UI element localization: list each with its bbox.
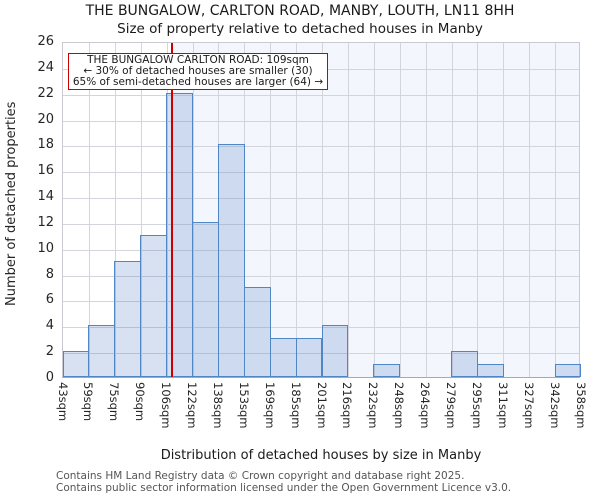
annotation-box: THE BUNGALOW CARLTON ROAD: 109sqm ← 30% …: [68, 53, 328, 91]
x-tick-label: 106sqm: [159, 382, 174, 429]
x-tick-label: 216sqm: [340, 382, 355, 429]
vertical-gridline: [425, 43, 427, 377]
plot-area: THE BUNGALOW CARLTON ROAD: 109sqm ← 30% …: [62, 42, 582, 378]
vertical-gridline: [296, 43, 298, 377]
vertical-gridline: [114, 43, 116, 377]
y-tick-label: 12: [37, 214, 54, 230]
x-tick-label: 264sqm: [418, 382, 433, 429]
y-tick-label: 4: [45, 318, 54, 334]
vertical-gridline: [218, 43, 220, 377]
annotation-line-2: ← 30% of detached houses are smaller (30…: [83, 64, 313, 77]
vertical-gridline: [477, 43, 479, 377]
y-tick-label: 6: [45, 292, 54, 308]
y-tick-label: 14: [37, 189, 54, 205]
x-tick-label: 295sqm: [469, 382, 484, 429]
x-tick-label: 201sqm: [314, 382, 329, 429]
x-tick-label: 43sqm: [55, 382, 70, 422]
histogram-bar: [554, 364, 582, 377]
x-tick-label: 232sqm: [366, 382, 381, 429]
histogram-bar: [114, 260, 142, 377]
y-tick-label: 24: [37, 59, 54, 75]
histogram-bar: [243, 286, 271, 377]
x-tick-label: 279sqm: [444, 382, 458, 429]
horizontal-gridline: [63, 249, 579, 251]
x-tick-label: 185sqm: [288, 382, 303, 429]
x-tick-label: 327sqm: [521, 382, 536, 429]
histogram-bar: [451, 351, 478, 377]
vertical-gridline: [555, 43, 557, 377]
horizontal-gridline: [63, 94, 579, 96]
attribution-footer: Contains HM Land Registry data © Crown c…: [56, 470, 512, 494]
histogram-bar: [373, 364, 401, 377]
y-tick-label: 0: [45, 370, 54, 385]
horizontal-gridline: [63, 146, 579, 148]
footer-line-1: Contains HM Land Registry data © Crown c…: [56, 470, 465, 482]
x-tick-label: 122sqm: [185, 382, 199, 429]
horizontal-gridline: [63, 120, 579, 122]
histogram-bar: [269, 338, 297, 377]
horizontal-gridline: [63, 223, 579, 225]
y-tick-label: 22: [37, 85, 54, 101]
histogram-bar: [217, 144, 245, 377]
histogram-bar: [88, 325, 116, 377]
x-tick-label: 342sqm: [547, 382, 562, 429]
vertical-gridline: [140, 43, 142, 377]
chart-title: THE BUNGALOW, CARLTON ROAD, MANBY, LOUTH…: [85, 3, 515, 19]
horizontal-gridline: [63, 172, 579, 174]
larger-than-subject-shaded-region: [171, 43, 579, 377]
horizontal-gridline: [63, 275, 579, 277]
x-tick-label: 138sqm: [210, 382, 225, 429]
horizontal-gridline: [63, 327, 579, 329]
histogram-bar: [295, 338, 323, 377]
vertical-gridline: [166, 43, 168, 377]
y-tick-label: 8: [45, 266, 54, 282]
histogram-bar: [476, 364, 504, 377]
vertical-gridline: [88, 43, 90, 377]
vertical-gridline: [529, 43, 531, 377]
y-tick-label: 2: [45, 344, 54, 360]
vertical-gridline: [270, 43, 272, 377]
x-tick-label: 59sqm: [81, 382, 96, 422]
x-tick-label: 311sqm: [495, 382, 510, 429]
y-tick-label: 16: [37, 163, 54, 179]
x-tick-label: 169sqm: [262, 382, 277, 429]
histogram-bar: [321, 325, 349, 377]
x-axis-title: Distribution of detached houses by size …: [160, 448, 482, 463]
horizontal-gridline: [63, 353, 579, 355]
chart-subtitle: Size of property relative to detached ho…: [117, 21, 483, 37]
horizontal-gridline: [63, 301, 579, 303]
vertical-gridline: [347, 43, 349, 377]
annotation-line-1: THE BUNGALOW CARLTON ROAD: 109sqm: [87, 54, 309, 66]
vertical-gridline: [503, 43, 505, 377]
vertical-gridline: [373, 43, 375, 377]
horizontal-gridline: [63, 198, 579, 200]
x-tick-label: 248sqm: [392, 382, 407, 429]
histogram-bar: [192, 221, 219, 377]
footer-line-2: Contains public sector information licen…: [56, 481, 512, 494]
histogram-bar: [62, 351, 90, 377]
annotation-line-3: 65% of semi-detached houses are larger (…: [72, 75, 324, 88]
vertical-gridline: [192, 43, 194, 377]
vertical-gridline: [451, 43, 453, 377]
y-tick-label: 18: [37, 137, 54, 153]
vertical-gridline: [399, 43, 401, 377]
x-tick-label: 358sqm: [573, 382, 588, 429]
y-tick-label: 26: [37, 34, 54, 49]
y-tick-label: 20: [37, 111, 54, 127]
y-tick-label: 10: [37, 240, 54, 256]
x-tick-label: 153sqm: [236, 382, 251, 429]
subject-property-marker-line: [170, 43, 173, 377]
x-tick-label: 90sqm: [133, 382, 148, 422]
vertical-gridline: [322, 43, 323, 377]
vertical-gridline: [244, 43, 246, 377]
histogram-bar: [140, 234, 168, 377]
x-tick-label: 75sqm: [107, 382, 122, 422]
